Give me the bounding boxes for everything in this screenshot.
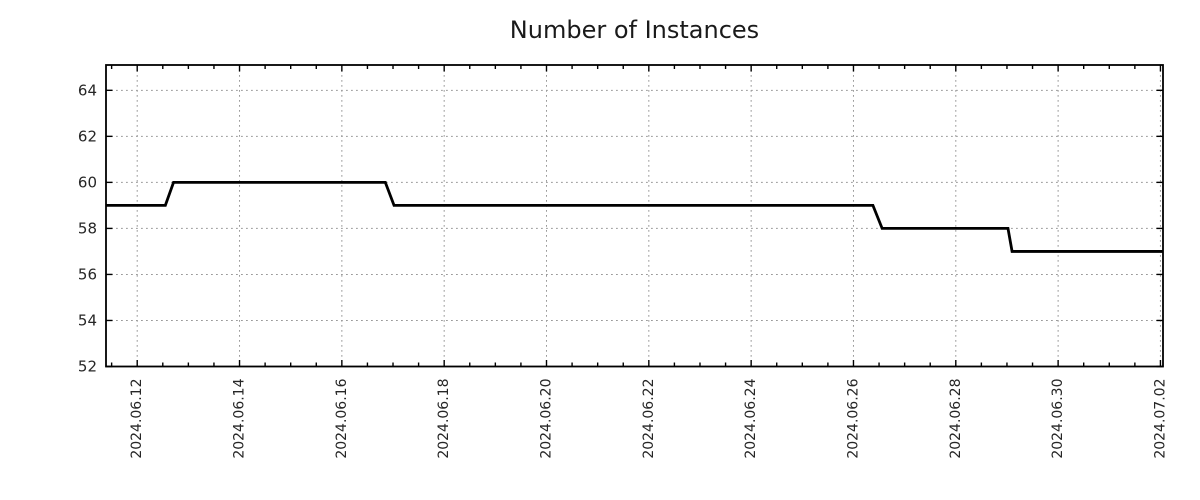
- x-tick-label: 2024.06.28: [948, 378, 964, 458]
- plot-border: [105, 64, 1164, 368]
- y-axis-tick-labels: 52 54 56 58 60 62 64: [78, 81, 97, 375]
- y-tick-label: 56: [78, 265, 97, 283]
- data-line-instances: [106, 180, 1163, 253]
- grid-lines: [106, 65, 1163, 367]
- x-tick-label: 2024.06.26: [845, 378, 861, 458]
- y-tick-label: 62: [78, 127, 97, 145]
- y-tick-label: 60: [78, 173, 97, 191]
- x-tick-label: 2024.06.24: [743, 378, 759, 458]
- x-tick-label: 2024.06.22: [641, 379, 657, 459]
- y-tick-label: 54: [78, 311, 97, 329]
- x-tick-label: 2024.06.12: [129, 379, 145, 459]
- x-tick-label: 2024.06.20: [539, 379, 555, 459]
- x-axis-tick-labels: 2024.06.12 2024.06.14 2024.06.16 2024.06.18…: [129, 378, 1168, 458]
- y-tick-label: 52: [78, 358, 97, 376]
- x-tick-label: 2024.07.02: [1152, 379, 1168, 459]
- y-tick-label: 58: [78, 219, 97, 237]
- x-tick-label: 2024.06.16: [334, 378, 350, 458]
- x-tick-label: 2024.06.18: [436, 378, 452, 458]
- x-tick-label: 2024.06.30: [1050, 379, 1066, 459]
- chart-title: Number of Instances: [510, 16, 759, 44]
- y-tick-label: 64: [78, 81, 97, 99]
- axis-ticks: [106, 65, 1163, 368]
- x-tick-label: 2024.06.14: [232, 378, 248, 458]
